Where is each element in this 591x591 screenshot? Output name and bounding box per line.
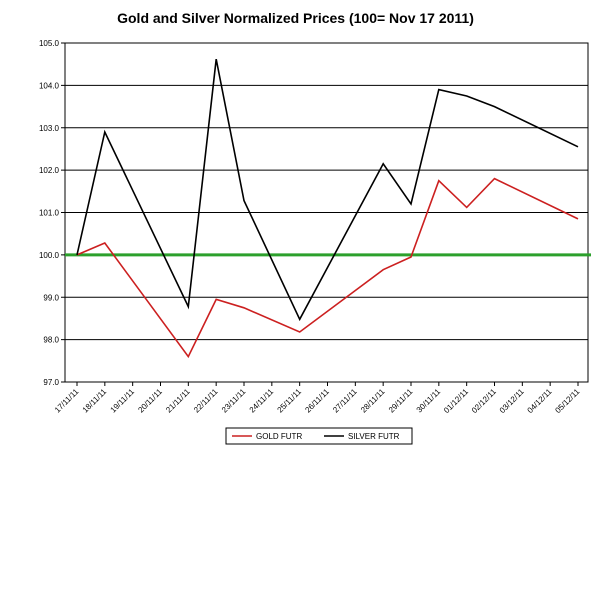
chart-title: Gold and Silver Normalized Prices (100= … [117,10,474,26]
x-tick-label: 25/11/11 [276,387,304,415]
x-tick-label: 28/11/11 [359,387,387,415]
x-tick-label: 24/11/11 [248,387,276,415]
x-tick-label: 18/11/11 [81,387,109,415]
y-tick-label: 101.0 [39,209,60,218]
x-tick-label: 02/12/11 [470,387,498,415]
x-tick-label: 04/12/11 [526,387,554,415]
x-tick-label: 23/11/11 [220,387,248,415]
x-tick-label: 22/11/11 [192,387,220,415]
y-tick-label: 102.0 [39,166,60,175]
y-tick-label: 105.0 [39,39,60,48]
y-tick-label: 100.0 [39,251,60,260]
y-tick-label: 97.0 [43,378,59,387]
series-line-silver [76,58,579,322]
x-tick-label: 26/11/11 [303,387,331,415]
series-line-gold [76,177,579,359]
x-tick-label: 30/11/11 [415,387,443,415]
x-tick-label: 03/12/11 [498,387,526,415]
legend-label-gold: GOLD FUTR [256,432,302,441]
y-tick-label: 104.0 [39,81,60,90]
x-tick-label: 17/11/11 [53,387,81,415]
x-tick-label: 27/11/11 [331,387,359,415]
x-tick-label: 05/12/11 [553,387,581,415]
x-tick-label: 19/11/11 [109,387,137,415]
x-tick-label: 20/11/11 [136,387,164,415]
legend [225,427,413,445]
x-tick-label: 29/11/11 [387,387,415,415]
x-tick-label: 01/12/11 [442,387,470,415]
x-tick-label: 21/11/11 [164,387,192,415]
y-tick-label: 103.0 [39,124,60,133]
y-tick-label: 99.0 [43,293,59,302]
legend-label-silver: SILVER FUTR [348,432,400,441]
y-tick-label: 98.0 [43,336,59,345]
